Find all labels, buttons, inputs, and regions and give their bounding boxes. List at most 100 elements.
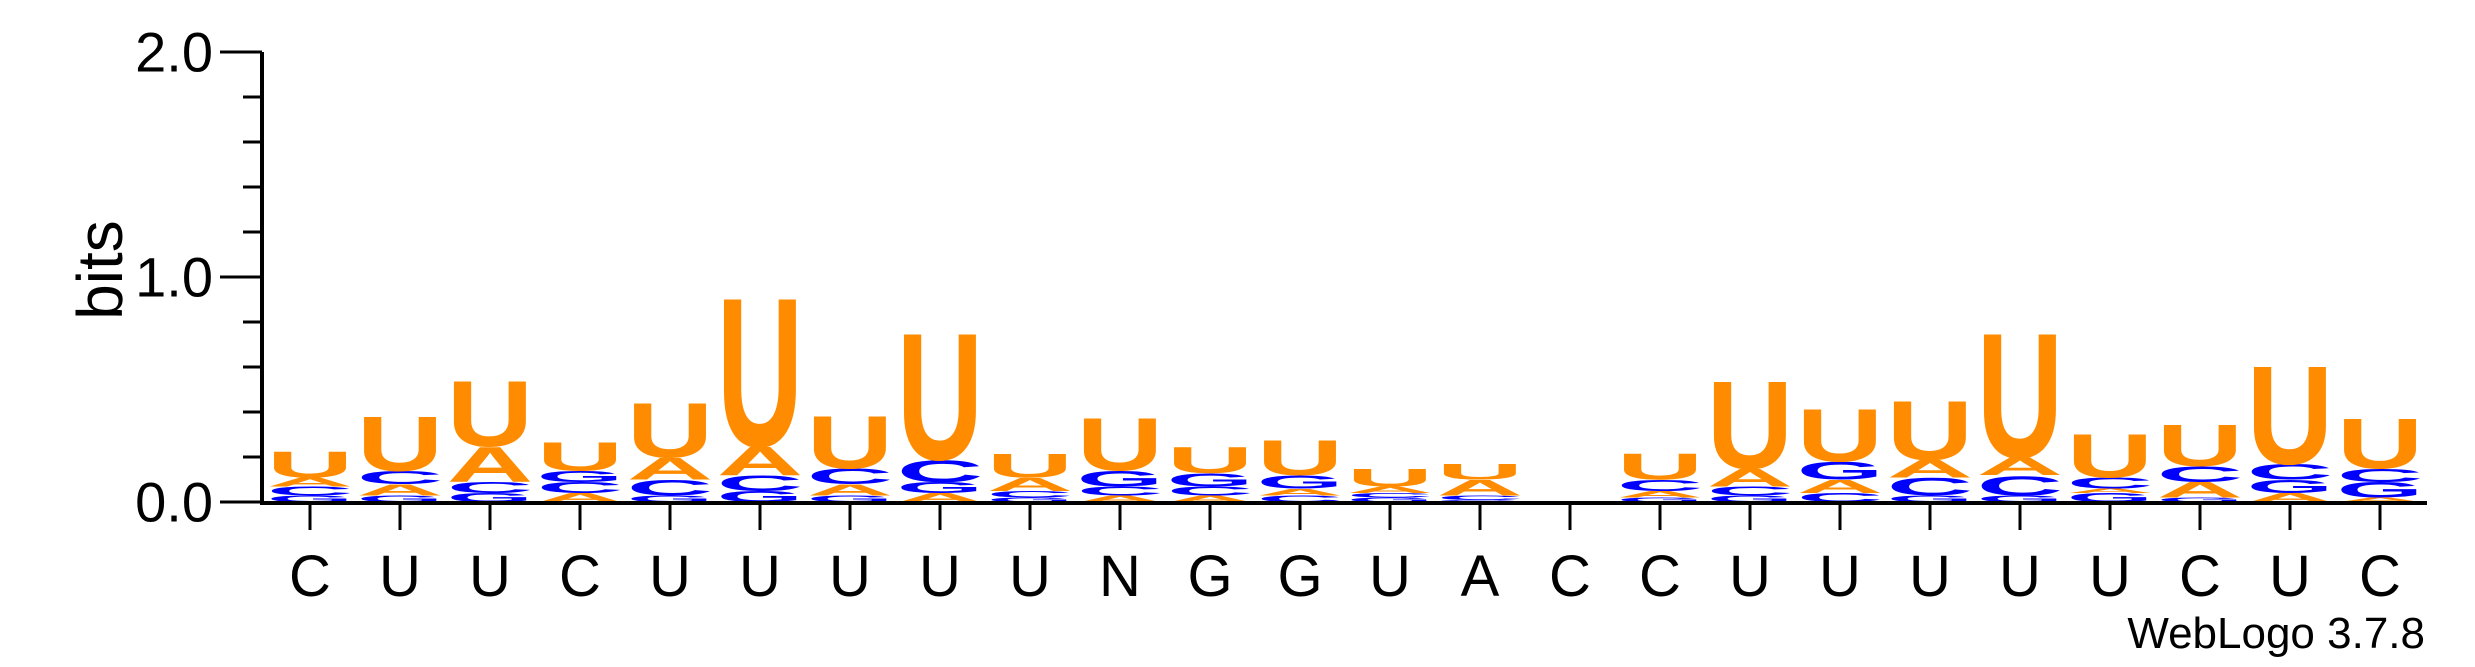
axes: 0.01.02.0C U U C U U U U U N G G U A C C U U U U U C U C bbox=[135, 21, 2427, 609]
x-tick-label: C bbox=[1549, 544, 1591, 609]
logo-letter-C: C bbox=[447, 479, 533, 496]
x-tick-label: C bbox=[289, 544, 331, 609]
x-tick-label: U bbox=[1909, 544, 1951, 609]
logo-letter-G: G bbox=[1977, 494, 2063, 504]
logo-letter-G: G bbox=[987, 496, 1073, 503]
logo-letter-G: G bbox=[717, 488, 803, 506]
x-tick-label: C bbox=[559, 544, 601, 609]
logo-letter-G: G bbox=[1257, 472, 1343, 493]
logo-letter-C: C bbox=[1617, 477, 1703, 494]
logo-stacks: GCAUGACUGCAUACGUGCAUGCAUGACUAGCUGCAUACGU… bbox=[267, 254, 2423, 506]
logo-letter-C: C bbox=[1977, 470, 2063, 501]
logo-letter-G: G bbox=[1347, 496, 1433, 503]
logo-letter-G: G bbox=[1437, 499, 1523, 503]
logo-letter-C: C bbox=[1167, 484, 1253, 498]
logo-letter-U: U bbox=[2247, 337, 2333, 494]
logo-letter-G: G bbox=[267, 494, 353, 504]
logo-letter-U: U bbox=[1617, 446, 1703, 488]
weblogo-version: WebLogo 3.7.8 bbox=[2127, 609, 2425, 658]
logo-letter-U: U bbox=[1167, 439, 1253, 481]
x-tick-label: U bbox=[1999, 544, 2041, 609]
x-tick-label: U bbox=[829, 544, 871, 609]
logo-letter-C: C bbox=[1257, 493, 1343, 503]
logo-letter-A: A bbox=[447, 437, 533, 493]
logo-letter-U: U bbox=[447, 361, 533, 466]
logo-letter-G: G bbox=[1617, 496, 1703, 503]
x-tick-label: U bbox=[1009, 544, 1051, 609]
x-tick-label: N bbox=[1099, 544, 1141, 609]
logo-letter-U: U bbox=[2337, 403, 2423, 483]
logo-letter-G: G bbox=[2157, 496, 2243, 503]
logo-letter-G: G bbox=[357, 494, 443, 504]
logo-letter-U: U bbox=[1437, 460, 1523, 484]
logo-letter-C: C bbox=[1437, 494, 1523, 501]
logo-letter-A: A bbox=[1617, 489, 1703, 499]
logo-letter-G: G bbox=[1887, 494, 1973, 504]
logo-letter-C: C bbox=[1077, 484, 1163, 498]
logo-letter-U: U bbox=[1707, 355, 1793, 495]
logo-letter-A: A bbox=[1707, 464, 1793, 492]
logo-letter-G: G bbox=[1797, 457, 1883, 485]
x-tick-label: C bbox=[2179, 544, 2221, 609]
x-tick-label: C bbox=[1639, 544, 1681, 609]
logo-letter-U: U bbox=[2157, 413, 2243, 479]
logo-letter-A: A bbox=[987, 474, 1073, 495]
y-tick-label: 2.0 bbox=[135, 21, 213, 84]
x-tick-label: U bbox=[649, 544, 691, 609]
logo-letter-U: U bbox=[987, 446, 1073, 485]
logo-letter-G: G bbox=[537, 468, 623, 486]
x-tick-label: U bbox=[2269, 544, 2311, 609]
logo-letter-A: A bbox=[1077, 493, 1163, 503]
logo-letter-A: A bbox=[2157, 478, 2243, 502]
logo-letter-A: A bbox=[1167, 493, 1253, 503]
logo-letter-A: A bbox=[627, 451, 713, 486]
logo-letter-C: C bbox=[717, 471, 803, 495]
x-tick-label: G bbox=[1187, 544, 1232, 609]
logo-letter-A: A bbox=[1437, 476, 1523, 500]
y-axis-title: bits bbox=[64, 220, 136, 320]
x-tick-label: U bbox=[469, 544, 511, 609]
logo-letter-C: C bbox=[2067, 475, 2153, 492]
logo-letter-G: G bbox=[1707, 494, 1793, 504]
logo-letter-G: G bbox=[807, 494, 893, 504]
logo-letter-C: C bbox=[1347, 492, 1433, 499]
x-tick-label: A bbox=[1461, 544, 1500, 609]
logo-letter-G: G bbox=[2247, 476, 2333, 497]
logo-letter-U: U bbox=[357, 401, 443, 488]
logo-letter-U: U bbox=[1797, 395, 1883, 478]
y-tick-label: 1.0 bbox=[135, 246, 213, 309]
x-tick-label: U bbox=[379, 544, 421, 609]
x-tick-label: U bbox=[1369, 544, 1411, 609]
x-tick-label: U bbox=[1819, 544, 1861, 609]
logo-letter-U: U bbox=[267, 443, 353, 485]
logo-letter-A: A bbox=[717, 438, 803, 483]
logo-letter-U: U bbox=[627, 387, 713, 474]
x-tick-label: U bbox=[919, 544, 961, 609]
logo-letter-C: C bbox=[627, 476, 713, 500]
logo-letter-G: G bbox=[1167, 469, 1253, 490]
logo-letter-U: U bbox=[1077, 404, 1163, 487]
logo-letter-A: A bbox=[1257, 487, 1343, 497]
logo-letter-U: U bbox=[1257, 430, 1343, 486]
logo-letter-U: U bbox=[1977, 297, 2063, 495]
x-tick-label: G bbox=[1277, 544, 1322, 609]
logo-letter-A: A bbox=[2067, 487, 2153, 494]
y-tick-label: 0.0 bbox=[135, 471, 213, 534]
logo-letter-C: C bbox=[1887, 473, 1973, 501]
logo-letter-G: G bbox=[2337, 478, 2423, 502]
logo-letter-A: A bbox=[357, 481, 443, 498]
logo-letter-C: C bbox=[267, 484, 353, 498]
logo-letter-A: A bbox=[1347, 484, 1433, 494]
logo-letter-C: C bbox=[537, 479, 623, 496]
logo-letter-C: C bbox=[1707, 484, 1793, 498]
logo-letter-C: C bbox=[2337, 465, 2423, 486]
x-tick-label: C bbox=[2359, 544, 2401, 609]
logo-letter-U: U bbox=[807, 401, 893, 484]
logo-letter-G: G bbox=[897, 479, 983, 497]
logo-letter-U: U bbox=[897, 295, 983, 498]
logo-letter-A: A bbox=[2337, 496, 2423, 503]
logo-letter-U: U bbox=[2067, 422, 2153, 491]
logo-letter-A: A bbox=[1797, 476, 1883, 497]
logo-letter-U: U bbox=[537, 434, 623, 479]
logo-letter-C: C bbox=[2157, 462, 2243, 486]
